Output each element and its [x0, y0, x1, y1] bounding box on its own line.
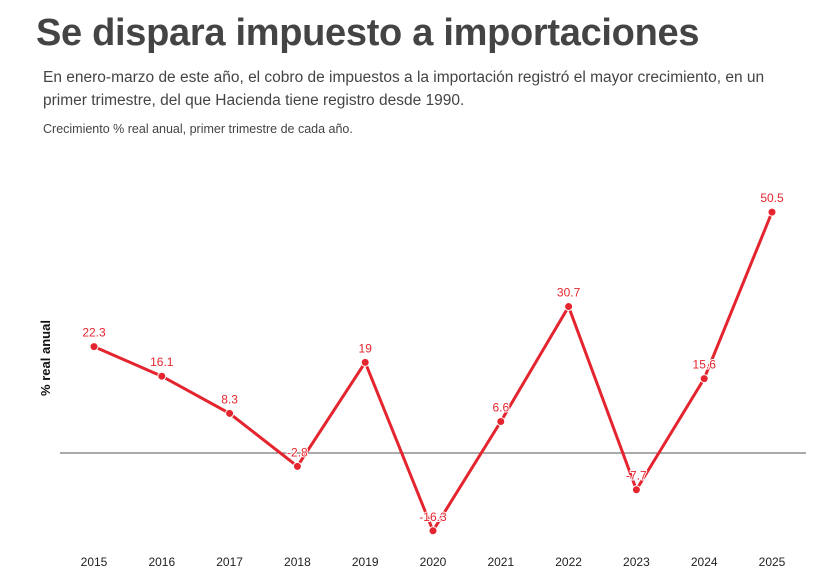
data-point[interactable] [631, 485, 641, 495]
data-label: 30.7 [557, 286, 581, 300]
x-tick-label: 2015 [81, 555, 108, 569]
x-tick-label: 2016 [148, 555, 175, 569]
data-point[interactable] [428, 526, 438, 536]
data-label: 16.1 [150, 355, 174, 369]
chart-subtitle: En enero-marzo de este año, el cobro de … [43, 69, 765, 109]
x-tick-label: 2023 [623, 555, 650, 569]
x-tick-label: 2018 [284, 555, 311, 569]
data-point[interactable] [496, 417, 506, 427]
data-point[interactable] [767, 207, 777, 217]
data-label: 50.5 [760, 191, 784, 205]
data-label: -2.8 [287, 445, 308, 459]
data-point[interactable] [564, 302, 574, 312]
data-label: 19 [359, 341, 373, 355]
x-tick-label: 2017 [216, 555, 243, 569]
data-point[interactable] [360, 357, 370, 367]
y-axis-label: % real anual [38, 320, 53, 396]
x-tick-label: 2020 [420, 555, 447, 569]
data-point[interactable] [89, 342, 99, 352]
data-label: 8.3 [221, 392, 238, 406]
data-point[interactable] [292, 461, 302, 471]
data-point[interactable] [699, 374, 709, 384]
chart-note: Crecimiento % real anual, primer trimest… [43, 122, 353, 136]
x-tick-label: 2025 [759, 555, 786, 569]
x-tick-label: 2021 [487, 555, 514, 569]
data-label: 22.3 [82, 326, 106, 340]
data-label: -16.3 [419, 510, 447, 524]
data-label: 15.6 [693, 358, 717, 372]
data-label: 6.6 [492, 401, 509, 415]
data-label: -7.7 [626, 469, 647, 483]
data-point[interactable] [225, 408, 235, 418]
data-point[interactable] [157, 371, 167, 381]
x-tick-label: 2022 [555, 555, 582, 569]
chart-title: Se dispara impuesto a importaciones [36, 12, 700, 54]
series-line [93, 211, 774, 535]
x-tick-label: 2024 [691, 555, 718, 569]
x-tick-label: 2019 [352, 555, 379, 569]
